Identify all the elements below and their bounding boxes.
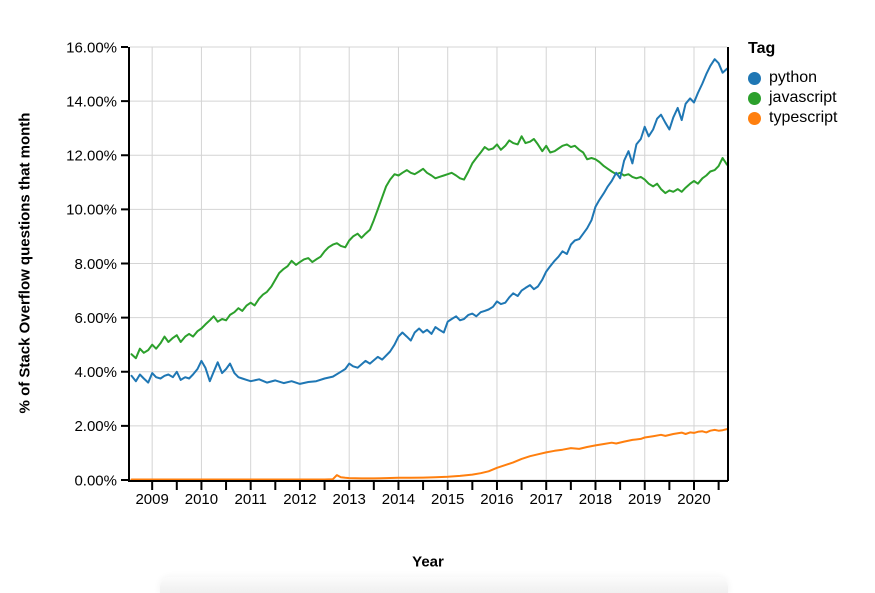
legend-item-python: python bbox=[748, 70, 837, 86]
python-swatch-icon bbox=[748, 71, 761, 85]
legend-item-typescript: typescript bbox=[748, 110, 837, 126]
x-tick-label: 2012 bbox=[283, 491, 316, 508]
javascript-swatch-icon bbox=[748, 91, 761, 105]
x-tick-label: 2014 bbox=[382, 491, 415, 508]
x-axis: 2009 2010 2011 2012 2013 2014 2015 2016 2017 2018… bbox=[135, 482, 720, 508]
series-line-javascript bbox=[130, 135, 728, 360]
x-tick-label: 2017 bbox=[530, 491, 563, 508]
x-tick-label: 2009 bbox=[135, 491, 168, 508]
y-tick-label: 2.00% bbox=[74, 418, 117, 435]
x-tick-label: 2016 bbox=[480, 491, 513, 508]
axis-frame bbox=[128, 47, 729, 482]
legend-item-javascript: javascript bbox=[748, 90, 837, 106]
x-tick-label: 2018 bbox=[579, 491, 612, 508]
y-axis-title: % of Stack Overflow questions that month bbox=[16, 112, 34, 414]
legend-label-python: python bbox=[769, 69, 818, 86]
legend: Tag python javascript typescript bbox=[748, 40, 837, 130]
y-tick-label: 4.00% bbox=[74, 364, 117, 381]
typescript-swatch-icon bbox=[748, 111, 761, 125]
window-shadow bbox=[160, 577, 728, 593]
x-tick-label: 2020 bbox=[677, 491, 710, 508]
y-tick-label: 16.00% bbox=[66, 39, 117, 56]
legend-label-javascript: javascript bbox=[769, 89, 837, 106]
x-tick-label: 2015 bbox=[431, 491, 464, 508]
y-tick-label: 10.00% bbox=[66, 202, 117, 219]
x-tick-label: 2019 bbox=[628, 491, 661, 508]
series-line-typescript bbox=[130, 428, 728, 481]
series-lines bbox=[130, 58, 728, 481]
legend-label-typescript: typescript bbox=[769, 109, 838, 126]
y-tick-label: 0.00% bbox=[74, 472, 117, 489]
legend-title: Tag bbox=[748, 40, 776, 57]
x-axis-title: Year bbox=[412, 553, 444, 571]
y-tick-label: 12.00% bbox=[66, 148, 117, 165]
x-tick-label: 2011 bbox=[235, 491, 267, 508]
y-axis: 0.00% 2.00% 4.00% 6.00% 8.00% 10.00% 12.00% 14.… bbox=[66, 39, 128, 489]
x-tick-label: 2010 bbox=[185, 491, 218, 508]
y-tick-label: 8.00% bbox=[74, 256, 117, 273]
y-tick-label: 14.00% bbox=[66, 93, 117, 110]
gridlines bbox=[130, 46, 727, 481]
series-line-python bbox=[130, 58, 728, 385]
y-tick-label: 6.00% bbox=[74, 310, 117, 327]
x-tick-label: 2013 bbox=[333, 491, 366, 508]
